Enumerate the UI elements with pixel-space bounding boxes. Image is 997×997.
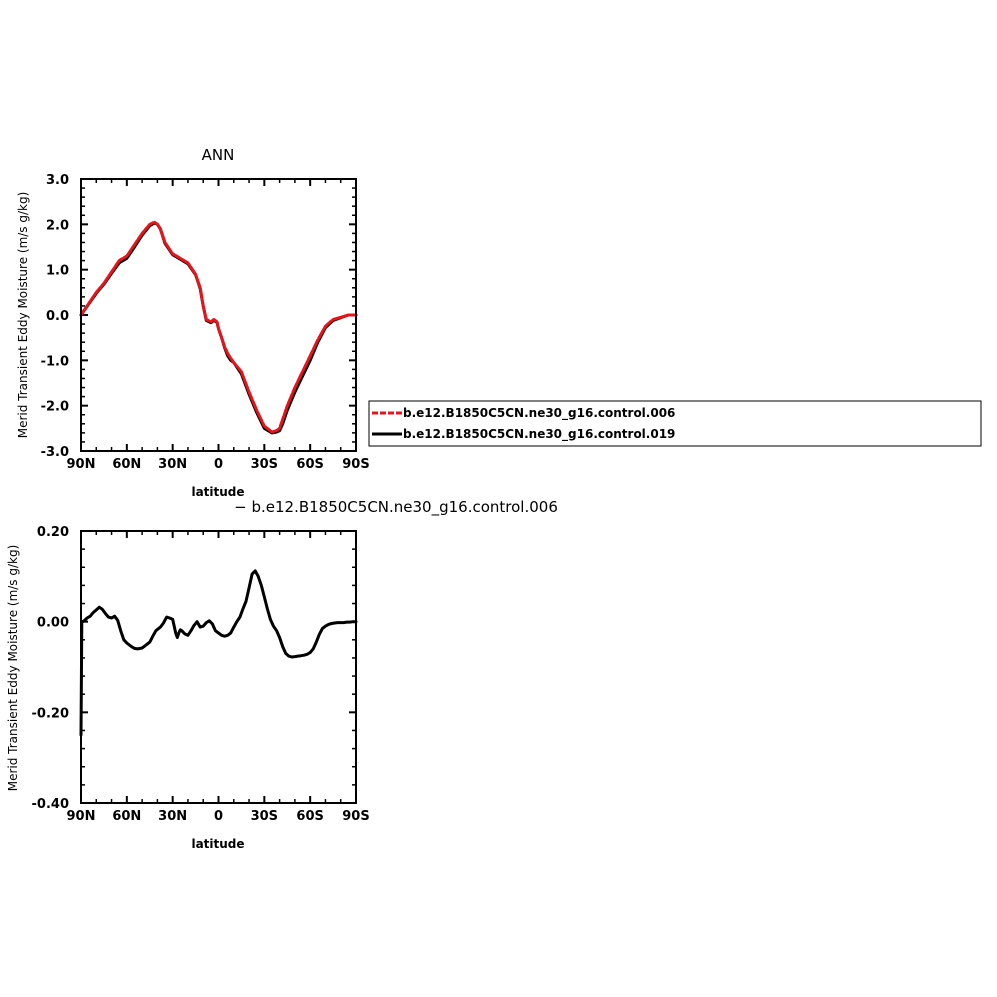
- top-x-axis-label: latitude: [191, 485, 244, 499]
- bottom-axis-ticks: 90N 60N 30N 0 30S 60S 90S 0.20 0.00 -0.20 -0.40: [32, 525, 370, 824]
- bottom-x-axis-label: latitude: [191, 837, 244, 851]
- top-panel: ANN Merid Transient Eddy Moisture (m/s g…: [16, 146, 370, 499]
- top-plot-title: ANN: [202, 146, 235, 164]
- top-y-tick-label: -1.0: [41, 354, 69, 369]
- bottom-x-tick-label: 90S: [342, 809, 369, 824]
- bottom-x-tick-label: 30S: [251, 809, 278, 824]
- top-x-tick-label: 60S: [296, 457, 323, 472]
- legend-label-006: b.e12.B1850C5CN.ne30_g16.control.006: [403, 406, 675, 421]
- bottom-x-tick-label: 0: [214, 809, 223, 824]
- top-y-tick-label: 1.0: [46, 264, 69, 279]
- legend-label-019: b.e12.B1850C5CN.ne30_g16.control.019: [403, 427, 675, 442]
- top-series-lines: [79, 220, 358, 435]
- top-x-tick-label: 60N: [112, 457, 141, 472]
- top-y-axis-label: Merid Transient Eddy Moisture (m/s g/kg): [16, 192, 30, 439]
- bottom-x-tick-label: 60N: [112, 809, 141, 824]
- bottom-plot-frame: [80, 530, 357, 804]
- bottom-plot-title: − b.e12.B1850C5CN.ne30_g16.control.006: [234, 498, 558, 517]
- bottom-series-lines: [79, 569, 358, 737]
- bottom-x-tick-label: 30N: [158, 809, 187, 824]
- bottom-x-tick-label: 90N: [67, 809, 96, 824]
- top-x-tick-label: 30S: [251, 457, 278, 472]
- bottom-series-line-0: [79, 569, 358, 737]
- legend: b.e12.B1850C5CN.ne30_g16.control.006 b.e…: [368, 400, 982, 447]
- bottom-y-tick-label: 0.00: [37, 616, 69, 631]
- top-x-tick-label: 0: [214, 457, 223, 472]
- bottom-x-tick-label: 60S: [296, 809, 323, 824]
- top-y-tick-label: -3.0: [41, 445, 69, 460]
- legend-box: [368, 400, 982, 447]
- top-y-tick-label: 2.0: [46, 218, 69, 233]
- bottom-y-tick-label: -0.40: [32, 797, 69, 812]
- top-y-tick-label: 0.0: [46, 309, 69, 324]
- top-x-tick-label: 90N: [67, 457, 96, 472]
- top-x-tick-label: 30N: [158, 457, 187, 472]
- top-y-tick-label: 3.0: [46, 173, 69, 188]
- bottom-y-tick-label: 0.20: [37, 525, 69, 540]
- bottom-y-axis-label: Merid Transient Eddy Moisture (m/s g/kg): [6, 545, 20, 792]
- top-series-line-0: [79, 220, 358, 434]
- top-axis-ticks: 90N 60N 30N 0 30S 60S 90S 3.0 2.0 1.0 0.0 -1.0 -2.0 -…: [41, 173, 370, 472]
- top-x-tick-label: 90S: [342, 457, 369, 472]
- top-y-tick-label: -2.0: [41, 400, 69, 415]
- bottom-y-tick-label: -0.20: [32, 706, 69, 721]
- top-plot-frame: [80, 178, 357, 452]
- bottom-panel: − b.e12.B1850C5CN.ne30_g16.control.006 M…: [6, 498, 558, 851]
